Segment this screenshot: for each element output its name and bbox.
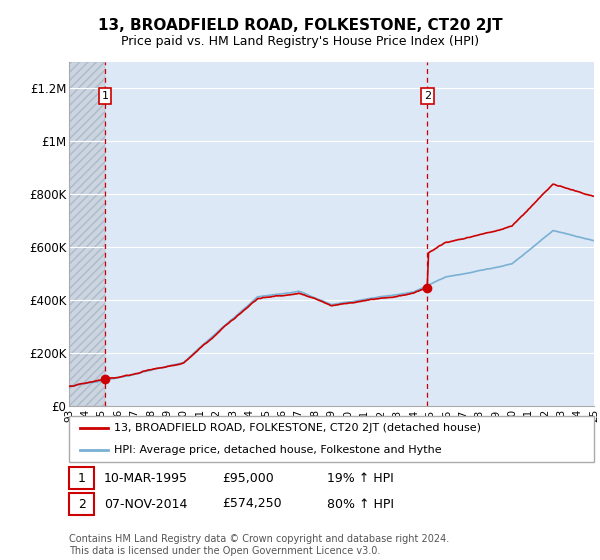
Text: 2: 2 <box>77 497 86 511</box>
Text: 19% ↑ HPI: 19% ↑ HPI <box>327 472 394 485</box>
Text: Price paid vs. HM Land Registry's House Price Index (HPI): Price paid vs. HM Land Registry's House … <box>121 35 479 49</box>
Text: £574,250: £574,250 <box>222 497 281 511</box>
Text: Contains HM Land Registry data © Crown copyright and database right 2024.
This d: Contains HM Land Registry data © Crown c… <box>69 534 449 556</box>
Text: 1: 1 <box>101 91 109 101</box>
Text: 10-MAR-1995: 10-MAR-1995 <box>104 472 188 485</box>
Text: 13, BROADFIELD ROAD, FOLKESTONE, CT20 2JT (detached house): 13, BROADFIELD ROAD, FOLKESTONE, CT20 2J… <box>114 423 481 433</box>
Bar <box>69 62 105 406</box>
Text: 80% ↑ HPI: 80% ↑ HPI <box>327 497 394 511</box>
Bar <box>69 62 105 406</box>
Text: 07-NOV-2014: 07-NOV-2014 <box>104 497 187 511</box>
Text: 13, BROADFIELD ROAD, FOLKESTONE, CT20 2JT: 13, BROADFIELD ROAD, FOLKESTONE, CT20 2J… <box>98 18 502 32</box>
Text: 2: 2 <box>424 91 431 101</box>
Text: 1: 1 <box>77 472 86 485</box>
Text: £95,000: £95,000 <box>222 472 274 485</box>
Text: HPI: Average price, detached house, Folkestone and Hythe: HPI: Average price, detached house, Folk… <box>114 445 442 455</box>
